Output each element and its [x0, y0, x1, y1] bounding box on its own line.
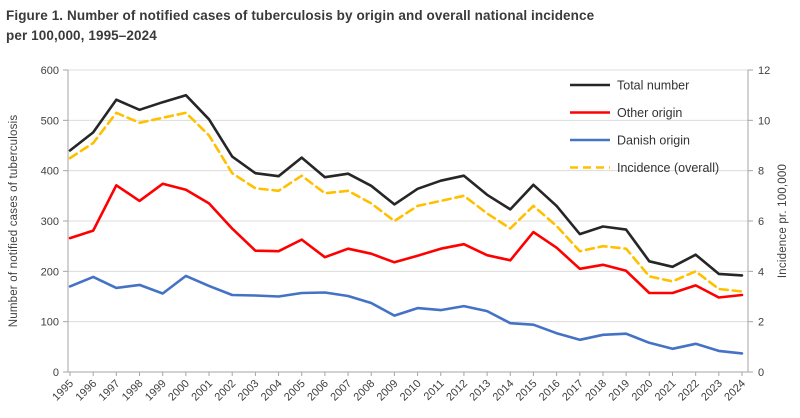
- x-tick-label: 2005: [282, 378, 308, 404]
- x-tick-label: 2008: [352, 378, 378, 404]
- y-tick-label-left: 400: [41, 166, 59, 178]
- series-line-danish-origin: [68, 274, 744, 355]
- x-tick-label: 2002: [213, 378, 239, 404]
- x-tick-label: 2021: [653, 378, 679, 404]
- x-tick-label: 2020: [630, 378, 656, 404]
- y-tick-label-left: 100: [41, 317, 59, 329]
- y-tick-label-left: 500: [41, 115, 59, 127]
- x-tick-label: 2011: [422, 378, 447, 403]
- series-line-incidence-overall: [68, 111, 744, 293]
- y-tick-label-right: 2: [758, 317, 764, 329]
- figure-title: Figure 1. Number of notified cases of tu…: [6, 6, 786, 47]
- x-tick-label: 2010: [398, 378, 424, 404]
- legend-item-incidence-overall: Incidence (overall): [570, 161, 719, 175]
- y-tick-label-right: 6: [758, 216, 764, 228]
- x-tick-label: 2024: [722, 378, 748, 404]
- x-tick-label: 2013: [467, 378, 493, 404]
- axes: [63, 69, 753, 376]
- x-tick-label: 2007: [328, 378, 354, 404]
- x-tick-label: 2014: [491, 378, 517, 404]
- x-tick-label: 2016: [537, 378, 563, 404]
- x-tick-label: 2023: [699, 378, 725, 404]
- series-line-other-origin: [68, 182, 744, 299]
- x-tick-label: 1996: [73, 378, 99, 404]
- x-tick-label: 2022: [676, 378, 702, 404]
- y-axis-title-right: Incidence pr. 100,000: [777, 164, 789, 278]
- x-tick-label: 2015: [514, 378, 540, 404]
- legend-item-total-number: Total number: [570, 79, 689, 93]
- legend: Total number Other origin Danish origin Inc…: [570, 79, 719, 175]
- legend-item-danish-origin: Danish origin: [570, 134, 690, 148]
- x-tick-label: 2003: [236, 378, 262, 404]
- x-tick-label: 2006: [305, 378, 331, 404]
- x-tick-label: 2004: [259, 378, 285, 404]
- series-line-total-number: [68, 93, 744, 277]
- x-tick-label: 1995: [50, 378, 76, 404]
- x-tick-label: 2018: [583, 378, 609, 404]
- x-tick-label: 2012: [444, 378, 470, 404]
- y-tick-label-left: 600: [41, 65, 59, 77]
- series-lines: [68, 93, 744, 355]
- legend-label-total-number: Total number: [617, 79, 689, 93]
- y-tick-label-left: 300: [41, 216, 59, 228]
- y-axis-title-left: Number of notified cases of tuberculosis: [8, 115, 20, 328]
- y-tick-label-left: 0: [53, 367, 59, 379]
- legend-item-other-origin: Other origin: [570, 106, 682, 120]
- figure-title-line1: Figure 1. Number of notified cases of tu…: [6, 8, 595, 23]
- x-tick-label: 2001: [189, 378, 215, 404]
- x-tick-label: 2000: [166, 378, 192, 404]
- y-tick-label-right: 4: [758, 266, 764, 278]
- gridlines: [68, 69, 748, 323]
- y-tick-label-right: 10: [758, 115, 770, 127]
- y-tick-label-left: 200: [41, 266, 59, 278]
- y-tick-label-right: 0: [758, 367, 764, 379]
- x-tick-label: 1998: [120, 378, 146, 404]
- legend-label-incidence-overall: Incidence (overall): [617, 161, 719, 175]
- x-tick-label: 2019: [606, 378, 632, 404]
- legend-label-other-origin: Other origin: [617, 106, 682, 120]
- legend-label-danish-origin: Danish origin: [617, 134, 690, 148]
- x-tick-label: 1999: [143, 378, 169, 404]
- y-tick-label-right: 12: [758, 65, 770, 77]
- x-tick-label: 2009: [375, 378, 401, 404]
- figure-title-line2: per 100,000, 1995–2024: [6, 28, 157, 44]
- y-tick-label-right: 8: [758, 166, 764, 178]
- x-tick-label: 2017: [560, 378, 586, 404]
- x-tick-label: 1997: [97, 378, 123, 404]
